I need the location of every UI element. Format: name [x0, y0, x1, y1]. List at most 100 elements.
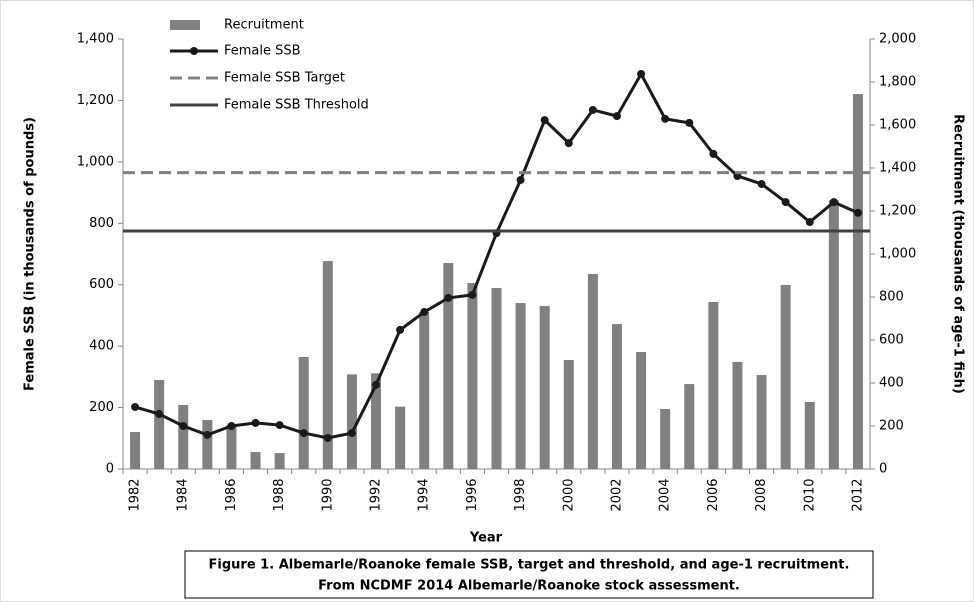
marker: [396, 325, 405, 334]
marker: [637, 70, 646, 79]
y2-tick-label: 600: [879, 333, 904, 348]
bar: [708, 301, 719, 469]
y-tick-label: 800: [89, 216, 114, 231]
y2-tick-label: 1,600: [879, 118, 916, 133]
legend-swatch: [170, 20, 200, 30]
marker: [275, 421, 284, 430]
bar: [587, 273, 598, 469]
legend-label: Recruitment: [224, 18, 304, 33]
bar: [202, 419, 213, 469]
bar: [684, 384, 695, 469]
y2-tick-label: 1,200: [879, 204, 916, 219]
legend-label: Female SSB Threshold: [224, 98, 369, 113]
marker: [420, 308, 429, 317]
x-tick-label: 2008: [754, 478, 769, 511]
x-tick-label: 2006: [706, 478, 721, 511]
x-tick-label: 1988: [272, 478, 287, 511]
bar: [852, 94, 863, 469]
bar: [780, 284, 791, 469]
marker: [347, 429, 356, 438]
y-tick-label: 400: [89, 339, 114, 354]
x-tick-label: 1986: [224, 478, 239, 511]
y2-tick-label: 200: [879, 419, 904, 434]
y-tick-label: 1,200: [77, 93, 114, 108]
marker: [468, 290, 477, 299]
y-tick-label: 600: [89, 277, 114, 292]
x-tick-label: 1984: [176, 478, 191, 511]
bar: [178, 404, 189, 469]
y2-tick-label: 2,000: [879, 32, 916, 47]
marker: [155, 410, 164, 419]
bar: [298, 356, 309, 469]
bar: [660, 409, 671, 469]
marker: [444, 293, 453, 302]
marker: [853, 208, 862, 217]
marker: [685, 118, 694, 127]
y-tick-label: 200: [89, 400, 114, 415]
marker: [299, 429, 308, 438]
marker: [203, 430, 212, 439]
x-tick-label: 2000: [561, 478, 576, 511]
bar: [611, 324, 622, 469]
bar: [274, 453, 285, 469]
bar: [636, 352, 647, 469]
x-tick-label: 2004: [658, 478, 673, 511]
marker: [612, 112, 621, 121]
caption-box: [184, 550, 874, 599]
y-tick-label: 1,000: [77, 154, 114, 169]
bar: [491, 287, 502, 469]
y2-tick-label: 1,000: [879, 247, 916, 262]
marker: [564, 139, 573, 148]
y2-axis-title: Recruitment (thousands of age-1 fish): [951, 114, 966, 394]
x-tick-label: 1998: [513, 478, 528, 511]
y2-tick-label: 1,400: [879, 161, 916, 176]
bar: [371, 373, 382, 469]
x-tick-label: 1982: [128, 478, 143, 511]
y-tick-label: 0: [106, 462, 114, 477]
marker: [179, 422, 188, 430]
bar: [467, 283, 478, 469]
bar: [395, 406, 406, 469]
marker: [131, 402, 140, 411]
x-axis-title: Year: [469, 531, 503, 546]
marker: [805, 218, 814, 227]
bar: [828, 200, 839, 469]
bar: [443, 263, 454, 469]
marker: [757, 179, 766, 188]
legend-label: Female SSB Target: [224, 71, 345, 86]
bar: [539, 306, 550, 469]
y-axis-title: Female SSB (in thousands of pounds): [23, 117, 38, 391]
marker: [781, 198, 790, 207]
legend-marker: [190, 47, 198, 55]
x-tick-label: 1992: [369, 478, 384, 511]
x-tick-label: 2012: [850, 478, 865, 511]
y2-tick-label: 0: [879, 462, 887, 477]
marker: [323, 433, 332, 442]
y2-tick-label: 1,800: [879, 75, 916, 90]
bar: [154, 379, 165, 469]
bar: [226, 424, 237, 469]
marker: [588, 105, 597, 114]
bar: [130, 432, 141, 469]
marker: [661, 114, 670, 123]
bar: [322, 261, 333, 469]
caption-line: From NCDMF 2014 Albemarle/Roanoke stock …: [318, 579, 740, 594]
y2-tick-label: 800: [879, 290, 904, 305]
marker: [540, 116, 549, 125]
bar: [419, 312, 430, 469]
bar: [515, 303, 526, 469]
bar: [563, 359, 574, 469]
x-tick-label: 1996: [465, 478, 480, 511]
x-tick-label: 1994: [417, 478, 432, 511]
y2-tick-label: 400: [879, 376, 904, 391]
bar: [250, 452, 261, 469]
y-tick-label: 1,400: [77, 32, 114, 47]
x-tick-label: 1990: [320, 478, 335, 511]
marker: [251, 418, 260, 427]
marker: [372, 380, 381, 389]
bar: [346, 374, 357, 469]
x-tick-label: 2002: [609, 478, 624, 511]
bar: [756, 375, 767, 469]
